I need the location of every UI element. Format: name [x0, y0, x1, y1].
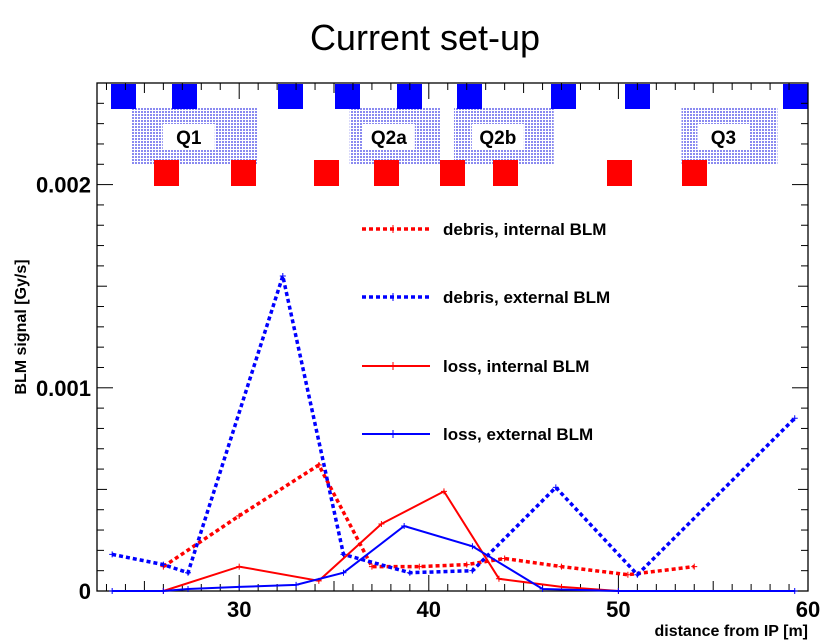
legend: debris, internal BLM debris, external BLM… [362, 220, 610, 444]
data-point [691, 563, 698, 570]
data-point [315, 462, 322, 469]
blm-marker-blue [172, 84, 197, 109]
blm-marker-blue [551, 84, 576, 109]
blm-marker-red [231, 160, 256, 186]
legend-label: debris, external BLM [443, 288, 610, 307]
magnet-label-box [471, 124, 524, 150]
magnet-q2a: Q2a [349, 107, 440, 165]
x-tick-label: 60 [796, 597, 820, 622]
x-tick-label: 30 [227, 597, 251, 622]
y-tick-label: 0.002 [36, 173, 91, 198]
data-point [791, 415, 798, 422]
magnet-label: Q2a [371, 128, 407, 149]
data-point [109, 551, 116, 558]
data-point [558, 563, 565, 570]
y-tick-label: 0.001 [36, 376, 91, 401]
series-2 [109, 269, 798, 578]
chart-title: Current set-up [310, 17, 540, 58]
data-point [109, 588, 116, 594]
series-group [109, 269, 798, 594]
data-point [615, 588, 622, 594]
data-point [279, 273, 286, 280]
y-tick-label: 0 [79, 579, 91, 604]
magnet-label: Q3 [711, 128, 736, 149]
data-point [791, 588, 798, 594]
data-point [495, 575, 502, 582]
blm-marker-red [607, 160, 632, 186]
legend-label: debris, internal BLM [443, 220, 606, 239]
data-point [552, 484, 559, 491]
magnet-q1: Q1 [131, 107, 258, 165]
series-line [112, 524, 795, 592]
data-point [440, 488, 447, 495]
magnet-label: Q2b [479, 128, 516, 149]
x-tick-label: 40 [417, 597, 441, 622]
data-point [469, 567, 476, 574]
blm-marker-blue [457, 84, 482, 109]
series-3 [160, 488, 622, 594]
series-line [163, 490, 619, 592]
data-point [160, 561, 167, 568]
data-point [624, 571, 631, 578]
series-line [162, 462, 695, 577]
data-point [185, 585, 192, 592]
magnet-label: Q1 [176, 128, 202, 149]
series-line [111, 269, 796, 578]
magnet-q2b: Q2b [453, 107, 554, 165]
x-axis-label: distance from IP [m] [654, 623, 808, 640]
blm-marker-red [440, 160, 465, 186]
y-axis-label: BLM signal [Gy/s] [13, 259, 30, 394]
plot-frame [96, 82, 809, 592]
magnet-label-box [697, 124, 750, 150]
data-point [406, 569, 413, 576]
series-1 [160, 462, 698, 578]
data-point [236, 512, 243, 519]
data-point [539, 585, 546, 592]
data-point [463, 561, 470, 568]
blm-marker-blue [783, 84, 808, 109]
blm-marker-red [374, 160, 399, 186]
data-point [340, 569, 347, 576]
data-point [236, 583, 243, 590]
data-point [401, 522, 408, 529]
data-point [634, 571, 641, 578]
legend-label: loss, internal BLM [443, 357, 589, 376]
data-point [293, 581, 300, 588]
blm-marker-red [682, 160, 707, 186]
data-point [236, 563, 243, 570]
magnet-q3: Q3 [681, 107, 778, 165]
blm-marker-red [154, 160, 179, 186]
data-point [416, 563, 423, 570]
blm-marker-blue [111, 84, 136, 109]
data-point [378, 520, 385, 527]
legend-label: loss, external BLM [443, 425, 593, 444]
blm-marker-red [493, 160, 518, 186]
data-point [340, 551, 347, 558]
blm-marker-red [314, 160, 339, 186]
series-4 [109, 522, 798, 594]
magnet-layout: Q1 Q2a Q2b Q3 [111, 84, 808, 186]
magnet-label-box [362, 124, 415, 150]
data-point [368, 563, 375, 570]
data-point [185, 569, 192, 576]
blm-marker-blue [335, 84, 360, 109]
axes: 30 40 50 60 0 0.001 0.002 [36, 82, 820, 622]
blm-marker-blue [278, 84, 303, 109]
magnet-label-box [162, 124, 215, 150]
x-tick-label: 50 [606, 597, 630, 622]
data-point [469, 543, 476, 550]
data-point [501, 555, 508, 562]
data-point [160, 588, 167, 594]
